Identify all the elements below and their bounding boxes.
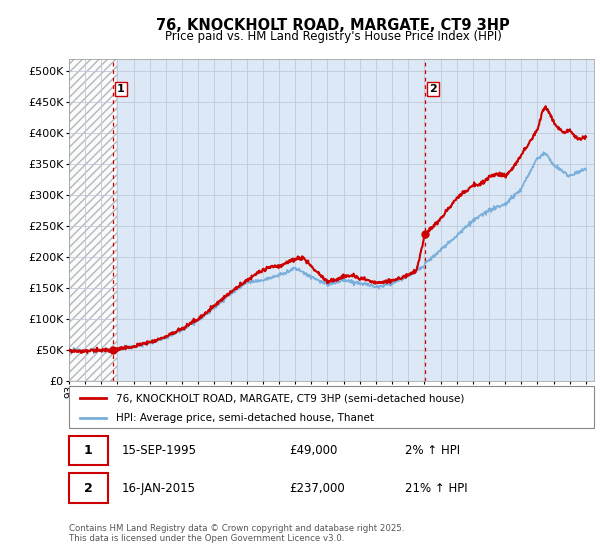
FancyBboxPatch shape	[69, 386, 594, 428]
Text: 76, KNOCKHOLT ROAD, MARGATE, CT9 3HP (semi-detached house): 76, KNOCKHOLT ROAD, MARGATE, CT9 3HP (se…	[116, 393, 464, 403]
Text: 1: 1	[84, 444, 93, 457]
Text: 1: 1	[117, 85, 125, 95]
Text: 2: 2	[84, 482, 93, 494]
Text: 15-SEP-1995: 15-SEP-1995	[121, 444, 197, 457]
Text: £237,000: £237,000	[290, 482, 345, 494]
FancyBboxPatch shape	[69, 436, 109, 465]
Text: 2: 2	[429, 85, 437, 95]
Text: Price paid vs. HM Land Registry's House Price Index (HPI): Price paid vs. HM Land Registry's House …	[164, 30, 502, 43]
Text: HPI: Average price, semi-detached house, Thanet: HPI: Average price, semi-detached house,…	[116, 413, 374, 423]
Text: Contains HM Land Registry data © Crown copyright and database right 2025.
This d: Contains HM Land Registry data © Crown c…	[69, 524, 404, 543]
Text: 2% ↑ HPI: 2% ↑ HPI	[405, 444, 460, 457]
Text: £49,000: £49,000	[290, 444, 338, 457]
Bar	[69, 59, 118, 381]
FancyBboxPatch shape	[69, 473, 109, 503]
Text: 76, KNOCKHOLT ROAD, MARGATE, CT9 3HP: 76, KNOCKHOLT ROAD, MARGATE, CT9 3HP	[156, 18, 510, 32]
Text: 16-JAN-2015: 16-JAN-2015	[121, 482, 196, 494]
Text: 21% ↑ HPI: 21% ↑ HPI	[405, 482, 467, 494]
